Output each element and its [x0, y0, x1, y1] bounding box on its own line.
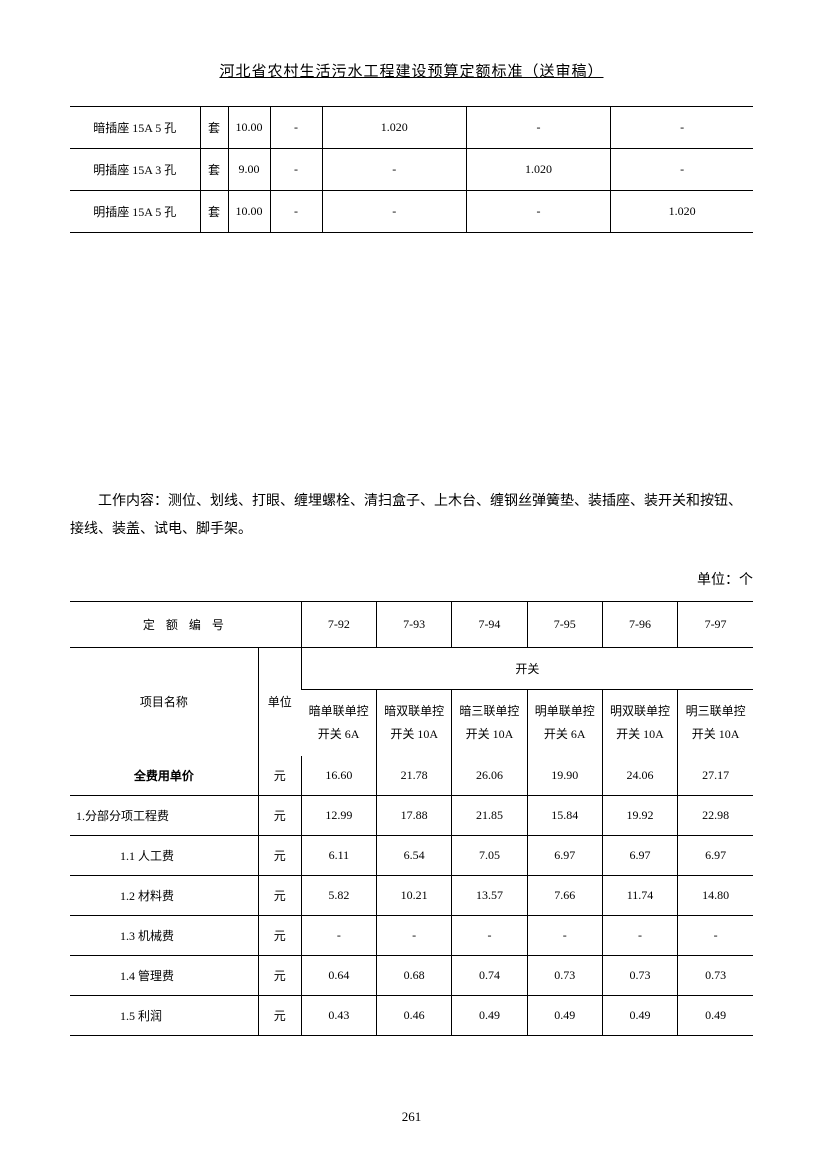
- row-name: 1.2 材料费: [70, 875, 258, 915]
- table-cell: 1.020: [322, 107, 466, 149]
- sub-header: 明单联单控开关 6A: [527, 690, 602, 756]
- table-cell: 22.98: [678, 795, 753, 835]
- table-cell: -: [270, 107, 322, 149]
- table-cell: 9.00: [228, 149, 270, 191]
- switch-table: 定 额 编 号 7-92 7-93 7-94 7-95 7-96 7-97 项目…: [70, 601, 753, 1036]
- table-cell: -: [301, 915, 376, 955]
- table-cell: 6.11: [301, 835, 376, 875]
- table-cell: 6.97: [527, 835, 602, 875]
- page-number: 261: [0, 1109, 823, 1125]
- row-unit: 元: [258, 795, 301, 835]
- work-content: 工作内容：测位、划线、打眼、缠埋螺栓、清扫盒子、上木台、缠钢丝弹簧垫、装插座、装…: [70, 488, 753, 544]
- table-cell: 16.60: [301, 756, 376, 796]
- page-title: 河北省农村生活污水工程建设预算定额标准（送审稿）: [70, 60, 753, 81]
- unit-label: 单位：个: [70, 569, 753, 589]
- table-cell: -: [270, 149, 322, 191]
- name-header: 项目名称: [70, 648, 258, 756]
- table-cell: 5.82: [301, 875, 376, 915]
- table-cell: 0.43: [301, 995, 376, 1035]
- row-unit: 元: [258, 995, 301, 1035]
- row-unit: 元: [258, 955, 301, 995]
- table-cell: 套: [200, 149, 228, 191]
- table-cell: 0.73: [678, 955, 753, 995]
- table-cell: 26.06: [452, 756, 527, 796]
- row-name: 全费用单价: [70, 756, 258, 796]
- row-name: 1.5 利润: [70, 995, 258, 1035]
- sub-header: 暗三联单控开关 10A: [452, 690, 527, 756]
- table-cell: 11.74: [602, 875, 677, 915]
- table-cell: 17.88: [377, 795, 452, 835]
- table-cell: -: [452, 915, 527, 955]
- table-cell: 24.06: [602, 756, 677, 796]
- table-cell: 0.64: [301, 955, 376, 995]
- table-cell: 套: [200, 191, 228, 233]
- table-cell: 12.99: [301, 795, 376, 835]
- table-cell: 13.57: [452, 875, 527, 915]
- table-cell: 套: [200, 107, 228, 149]
- row-name: 1.4 管理费: [70, 955, 258, 995]
- table-cell: 0.49: [452, 995, 527, 1035]
- table-cell: 21.85: [452, 795, 527, 835]
- table-cell: 0.73: [602, 955, 677, 995]
- table-cell: 10.00: [228, 107, 270, 149]
- unit-header: 单位: [258, 648, 301, 756]
- row-name: 1.分部分项工程费: [70, 795, 258, 835]
- table-cell: 19.92: [602, 795, 677, 835]
- row-unit: 元: [258, 756, 301, 796]
- table-cell: -: [466, 191, 610, 233]
- code-cell: 7-92: [301, 602, 376, 648]
- sub-header: 暗双联单控开关 10A: [377, 690, 452, 756]
- table-cell: -: [602, 915, 677, 955]
- table-cell: 暗插座 15A 5 孔: [70, 107, 200, 149]
- table-cell: 10.00: [228, 191, 270, 233]
- table-cell: 6.54: [377, 835, 452, 875]
- table-cell: 明插座 15A 3 孔: [70, 149, 200, 191]
- table-cell: 27.17: [678, 756, 753, 796]
- sub-header: 暗单联单控开关 6A: [301, 690, 376, 756]
- table-cell: -: [466, 107, 610, 149]
- socket-table: 暗插座 15A 5 孔套10.00-1.020--明插座 15A 3 孔套9.0…: [70, 106, 753, 233]
- code-cell: 7-94: [452, 602, 527, 648]
- table-cell: -: [322, 191, 466, 233]
- code-cell: 7-95: [527, 602, 602, 648]
- table-cell: 0.49: [678, 995, 753, 1035]
- table-cell: -: [527, 915, 602, 955]
- table-cell: -: [270, 191, 322, 233]
- code-cell: 7-97: [678, 602, 753, 648]
- sub-header: 明三联单控开关 10A: [678, 690, 753, 756]
- row-name: 1.3 机械费: [70, 915, 258, 955]
- row-unit: 元: [258, 875, 301, 915]
- table-cell: -: [678, 915, 753, 955]
- table-cell: -: [611, 149, 753, 191]
- code-cell: 7-96: [602, 602, 677, 648]
- row-unit: 元: [258, 835, 301, 875]
- table-cell: 0.68: [377, 955, 452, 995]
- row-unit: 元: [258, 915, 301, 955]
- row-name: 1.1 人工费: [70, 835, 258, 875]
- table-cell: 7.05: [452, 835, 527, 875]
- table-cell: -: [322, 149, 466, 191]
- table-cell: 0.49: [527, 995, 602, 1035]
- code-cell: 7-93: [377, 602, 452, 648]
- code-header: 定 额 编 号: [70, 602, 301, 648]
- table-cell: 19.90: [527, 756, 602, 796]
- table-cell: 6.97: [678, 835, 753, 875]
- table-cell: 0.49: [602, 995, 677, 1035]
- table-cell: 0.74: [452, 955, 527, 995]
- sub-header: 明双联单控开关 10A: [602, 690, 677, 756]
- table-cell: 6.97: [602, 835, 677, 875]
- table-cell: 1.020: [466, 149, 610, 191]
- table-cell: 7.66: [527, 875, 602, 915]
- table-cell: 10.21: [377, 875, 452, 915]
- table-cell: -: [377, 915, 452, 955]
- table-cell: 15.84: [527, 795, 602, 835]
- table-cell: 0.46: [377, 995, 452, 1035]
- table-cell: 0.73: [527, 955, 602, 995]
- table-cell: -: [611, 107, 753, 149]
- table-cell: 1.020: [611, 191, 753, 233]
- table-cell: 明插座 15A 5 孔: [70, 191, 200, 233]
- table-cell: 21.78: [377, 756, 452, 796]
- table-cell: 14.80: [678, 875, 753, 915]
- group-header: 开关: [301, 648, 753, 690]
